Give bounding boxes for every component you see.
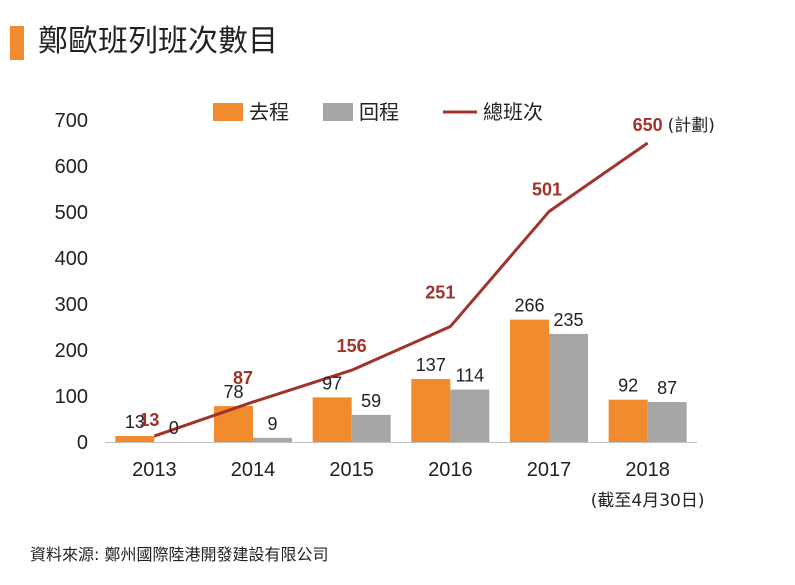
x-axis: 2013 2014 2015 2016 2017 2018 (截至4月30日): [105, 442, 705, 511]
bar-value-label: 235: [553, 310, 583, 330]
x-tick-label: 2015: [329, 459, 374, 481]
legend-label: 回程: [359, 100, 399, 124]
total-value-label: 13: [139, 410, 159, 430]
total-line: [153, 141, 649, 438]
x-tick-label: 2018: [625, 459, 670, 481]
total-value-label: 156: [337, 336, 367, 356]
page-title: 鄭歐班列班次數目: [38, 24, 278, 59]
legend: 去程 回程 總班次: [213, 100, 543, 124]
y-tick-label: 500: [55, 202, 88, 224]
bar-value-label: 9: [267, 414, 277, 434]
total-value-label: 650: [633, 115, 663, 135]
bar-outbound: [214, 406, 253, 442]
bar-outbound: [608, 399, 648, 442]
bar-value-label: 13: [125, 412, 145, 432]
bar-outbound: [115, 436, 155, 442]
bar-return: [351, 414, 391, 442]
y-axis-ticks: 0 100 200 300 400 500 600 700: [55, 110, 88, 454]
source-note: 資料來源: 鄭州國際陸港開發建設有限公司: [30, 545, 329, 564]
bar-value-label: 87: [657, 378, 677, 398]
bar-value-label: 59: [361, 391, 381, 411]
bar-outbound: [510, 319, 549, 442]
title-accent-bar: [10, 26, 24, 60]
total-value-label: 501: [532, 180, 562, 200]
legend-swatch-0: [213, 103, 243, 121]
bar-value-label: 97: [322, 373, 342, 393]
x-tick-label: 2016: [428, 459, 473, 481]
bar-outbound: [411, 378, 451, 442]
category-note: (截至4月30日): [591, 491, 705, 511]
total-value-label: 251: [425, 283, 455, 303]
bar-return: [549, 333, 588, 442]
bar-return: [647, 401, 687, 442]
bar-value-label: 114: [455, 366, 484, 386]
bar-value-label: 266: [514, 296, 544, 316]
data-labels: 13 78 97 137 266 92 0 9 59 114 235 87 13 87 156 251 501 6…: [125, 115, 715, 438]
y-tick-label: 100: [55, 386, 88, 408]
legend-label: 去程: [249, 100, 289, 124]
bar-value-label: 137: [416, 355, 446, 375]
y-tick-label: 400: [55, 248, 88, 270]
bar-value-label: 78: [223, 382, 243, 402]
y-tick-label: 200: [55, 340, 88, 362]
x-tick-label: 2014: [231, 459, 276, 481]
bars: [115, 319, 687, 442]
bar-outbound: [312, 397, 352, 442]
x-tick-label: 2017: [527, 459, 572, 481]
x-tick-label: 2013: [132, 459, 177, 481]
y-tick-label: 700: [55, 110, 88, 132]
total-value-label: 87: [233, 368, 253, 388]
y-tick-label: 0: [77, 432, 88, 454]
total-line-path: [153, 141, 649, 438]
legend-swatch-1: [323, 103, 353, 121]
bar-return: [253, 437, 292, 442]
y-tick-label: 600: [55, 156, 88, 178]
bar-value-label: 92: [618, 376, 638, 396]
planned-note: (計劃): [668, 116, 715, 136]
bar-value-label: 0: [169, 418, 179, 438]
y-tick-label: 300: [55, 294, 88, 316]
bar-return: [450, 389, 490, 442]
legend-label: 總班次: [483, 100, 543, 124]
